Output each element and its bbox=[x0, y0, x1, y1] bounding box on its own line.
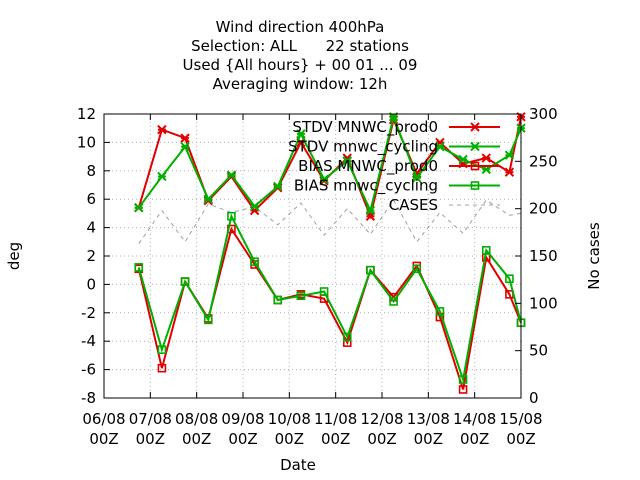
y2-tick-label: 150 bbox=[529, 247, 558, 265]
x-tick-label-hour: 00Z bbox=[414, 430, 443, 448]
data-point bbox=[203, 315, 213, 325]
data-point bbox=[366, 265, 375, 275]
x-tick-label-hour: 00Z bbox=[460, 430, 489, 448]
data-point bbox=[435, 307, 445, 316]
title-line: Used {All hours} + 00 01 ... 09 bbox=[183, 56, 418, 74]
data-point bbox=[481, 246, 491, 255]
y-tick-label: -8 bbox=[81, 389, 96, 407]
legend-label: BIAS MNWC_prod0 bbox=[298, 157, 438, 176]
x-tick-label-hour: 00Z bbox=[275, 430, 304, 448]
data-point bbox=[296, 291, 306, 301]
x-tick-label-date: 06/08 bbox=[82, 410, 125, 428]
y2-tick-label: 200 bbox=[529, 200, 558, 218]
x-tick-label-date: 13/08 bbox=[407, 410, 450, 428]
x-tick-label-hour: 00Z bbox=[228, 430, 257, 448]
series-layer bbox=[134, 112, 526, 394]
y2-tick-label: 250 bbox=[529, 152, 558, 170]
data-point bbox=[227, 211, 236, 221]
y-tick-label: -6 bbox=[81, 361, 96, 379]
data-point bbox=[319, 287, 329, 296]
x-tick-label-hour: 00Z bbox=[367, 430, 396, 448]
legend-label: CASES bbox=[389, 196, 438, 214]
x-tick-label-hour: 00Z bbox=[136, 430, 165, 448]
x-tick-label-hour: 00Z bbox=[321, 430, 350, 448]
x-tick-label-date: 08/08 bbox=[175, 410, 218, 428]
y2-axis-label: No cases bbox=[585, 222, 603, 290]
title-line: Selection: ALL 22 stations bbox=[191, 37, 409, 55]
data-point bbox=[157, 363, 167, 373]
data-point bbox=[389, 297, 398, 306]
series-3 bbox=[134, 211, 526, 384]
y-tick-label: 10 bbox=[77, 133, 96, 151]
y2-tick-label: 50 bbox=[529, 342, 548, 360]
axes: -8 -6 -4 -2 0 2 4 6 8 10 12 0 50 100 150 200 250 300 06/08… bbox=[77, 105, 558, 448]
y-tick-label: 6 bbox=[86, 190, 96, 208]
y2-tick-label: 300 bbox=[529, 105, 558, 123]
series-line bbox=[137, 226, 522, 390]
series-line bbox=[137, 213, 522, 384]
data-point bbox=[134, 263, 144, 272]
legend-label: STDV MNWC_prod0 bbox=[292, 118, 438, 137]
y-tick-label: 12 bbox=[77, 105, 96, 123]
x-tick-label-date: 10/08 bbox=[268, 410, 311, 428]
data-point bbox=[273, 295, 283, 305]
x-tick-label-date: 07/08 bbox=[129, 410, 172, 428]
series-4 bbox=[138, 199, 522, 244]
y2-tick-label: 0 bbox=[529, 389, 539, 407]
data-point bbox=[157, 345, 167, 355]
y2-tick-label: 100 bbox=[529, 294, 558, 312]
series-line bbox=[138, 199, 522, 244]
x-tick-label-hour: 00Z bbox=[182, 430, 211, 448]
y-axis-label: deg bbox=[5, 242, 23, 270]
legend-marker bbox=[470, 161, 480, 171]
legend-label: STDV mnwc_cycling bbox=[288, 138, 438, 157]
y-tick-label: 2 bbox=[86, 247, 96, 265]
data-point bbox=[458, 375, 468, 384]
data-point bbox=[180, 277, 190, 286]
y-tick-label: 4 bbox=[86, 219, 96, 237]
series-line bbox=[137, 113, 522, 214]
title-line: Averaging window: 12h bbox=[213, 75, 388, 93]
x-tick-label-date: 11/08 bbox=[314, 410, 357, 428]
legend-label: BIAS mnwc_cycling bbox=[294, 177, 438, 196]
x-tick-label-hour: 00Z bbox=[89, 430, 118, 448]
x-tick-label-date: 12/08 bbox=[360, 410, 403, 428]
data-point bbox=[505, 274, 514, 284]
data-point bbox=[412, 264, 422, 274]
x-tick-label-date: 09/08 bbox=[221, 410, 264, 428]
y-tick-label: 0 bbox=[86, 275, 96, 293]
legend-marker bbox=[470, 181, 480, 190]
data-point bbox=[342, 338, 352, 347]
x-tick-label-date: 15/08 bbox=[499, 410, 542, 428]
y-tick-label: -4 bbox=[81, 332, 96, 350]
x-tick-label-hour: 00Z bbox=[506, 430, 535, 448]
grid bbox=[104, 114, 521, 398]
y-tick-label: 8 bbox=[86, 162, 96, 180]
data-point bbox=[458, 385, 468, 394]
x-axis-label: Date bbox=[280, 456, 316, 474]
title-line: Wind direction 400hPa bbox=[216, 18, 385, 36]
data-point bbox=[250, 257, 259, 266]
data-point bbox=[342, 332, 352, 342]
x-tick-label-date: 14/08 bbox=[453, 410, 496, 428]
y-tick-label: -2 bbox=[81, 304, 96, 322]
